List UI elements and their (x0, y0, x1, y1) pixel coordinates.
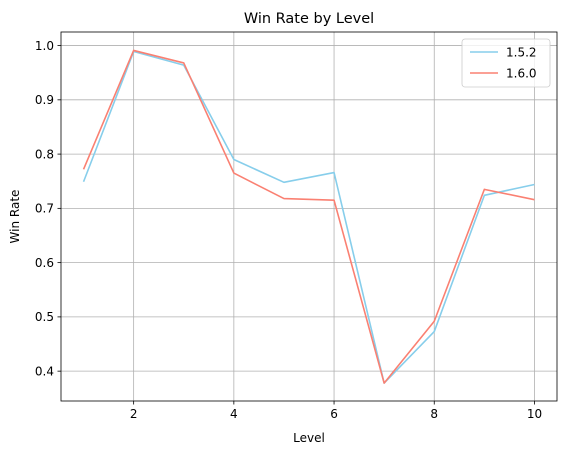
x-axis-label: Level (293, 431, 325, 445)
series-line-1-6-0 (82, 49, 535, 384)
legend-label: 1.6.0 (506, 66, 537, 80)
axis-ticks: 2 4 6 8 10 0.4 0.5 0.6 0.7 0.8 0.9 1.0 (35, 39, 542, 421)
y-tick-label: 1.0 (35, 39, 54, 53)
x-tick-label: 6 (330, 407, 338, 421)
plot-frame (60, 31, 558, 402)
chart-title: Win Rate by Level (244, 11, 374, 27)
y-tick-label: 0.8 (35, 147, 54, 161)
y-tick-label: 0.4 (35, 364, 54, 378)
series-line-1-5-2 (82, 50, 535, 384)
y-tick-label: 0.6 (35, 256, 54, 270)
y-axis-label: Win Rate (8, 190, 22, 244)
legend: 1.5.2 1.6.0 (461, 38, 551, 88)
x-tick-label: 10 (527, 407, 542, 421)
legend-box (461, 38, 551, 88)
x-tick-label: 2 (130, 407, 138, 421)
y-tick-label: 0.9 (35, 93, 54, 107)
x-tick-label: 4 (230, 407, 238, 421)
series-lines (82, 49, 535, 384)
y-tick-label: 0.7 (35, 202, 54, 216)
x-tick-label: 8 (430, 407, 438, 421)
grid (61, 32, 557, 401)
legend-label: 1.5.2 (506, 45, 537, 59)
y-tick-label: 0.5 (35, 310, 54, 324)
